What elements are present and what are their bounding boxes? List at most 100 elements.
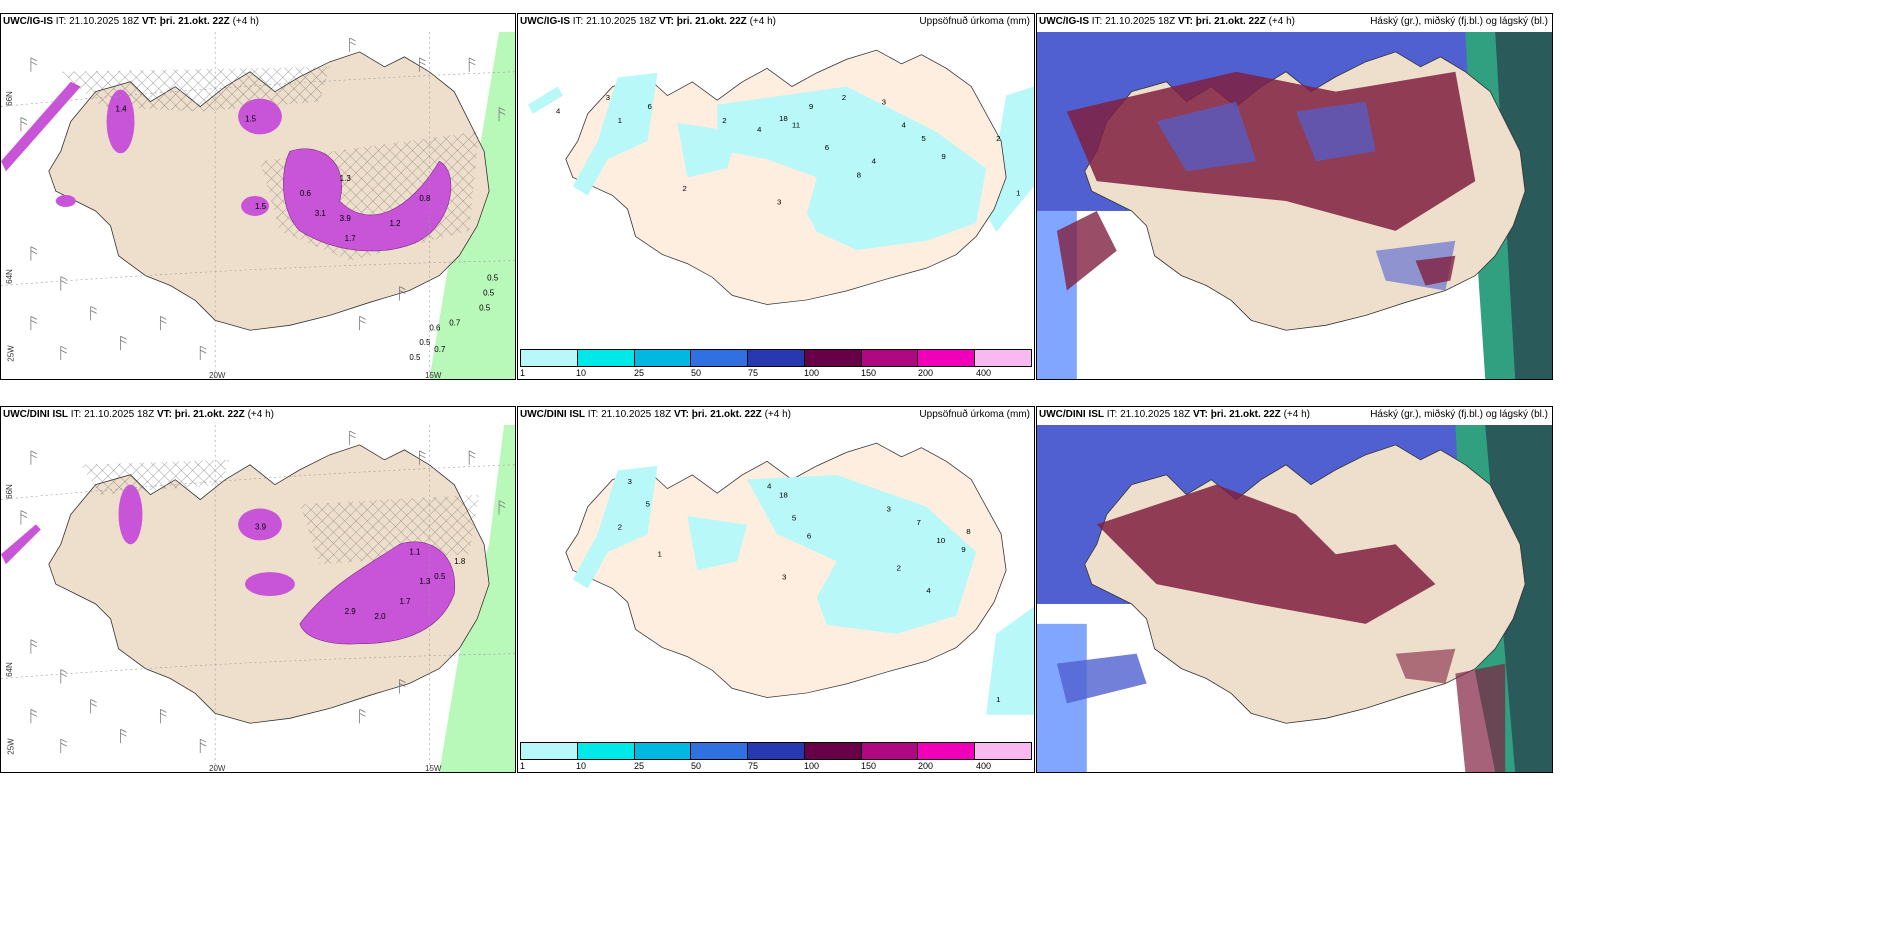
lon-label-20w: 20W <box>209 764 226 773</box>
panel-title: UWC/DINI ISL IT: 21.10.2025 18Z VT: þri.… <box>520 409 791 420</box>
svg-text:4: 4 <box>926 586 931 595</box>
svg-text:5: 5 <box>792 514 796 523</box>
cloud-cover-map <box>1037 32 1552 379</box>
svg-text:2: 2 <box>996 134 1000 143</box>
legend-swatch-100 <box>804 350 862 366</box>
legend-label: 400 <box>976 368 992 378</box>
svg-text:0.5: 0.5 <box>434 572 446 581</box>
svg-text:4: 4 <box>902 121 907 130</box>
svg-text:5: 5 <box>921 134 925 143</box>
svg-text:1.7: 1.7 <box>399 597 411 606</box>
legend-label: 25 <box>634 761 645 771</box>
svg-text:3.9: 3.9 <box>255 522 267 531</box>
legend-label: 200 <box>918 368 934 378</box>
panel-top-right: UWC/IG-IS IT: 21.10.2025 18Z VT: þri. 21… <box>1036 13 1553 380</box>
panel-bottom-middle: UWC/DINI ISL IT: 21.10.2025 18Z VT: þri.… <box>517 406 1035 773</box>
legend-swatch-400 <box>975 350 1032 366</box>
panel-bottom-left: UWC/DINI ISL IT: 21.10.2025 18Z VT: þri.… <box>0 406 516 773</box>
panel-title: UWC/DINI ISL IT: 21.10.2025 18Z VT: þri.… <box>1039 409 1310 420</box>
panel-title: UWC/IG-IS IT: 21.10.2025 18Z VT: þri. 21… <box>1039 16 1295 27</box>
legend-label: 25 <box>634 368 645 378</box>
svg-text:4: 4 <box>556 107 561 116</box>
wind-precip-map: 3.1 3.9 1.7 1.5 0.6 1.3 1.2 0.8 1.4 1.5 … <box>1 32 515 379</box>
panel-parameter: Uppsöfnuð úrkoma (mm) <box>919 16 1030 27</box>
lat-label-66n: 66N <box>4 484 14 499</box>
panel-title: UWC/IG-IS IT: 21.10.2025 18Z VT: þri. 21… <box>3 16 259 27</box>
legend-label: 100 <box>804 368 820 378</box>
legend-swatch-50 <box>691 350 749 366</box>
svg-text:0.6: 0.6 <box>429 323 441 332</box>
svg-text:0.5: 0.5 <box>487 274 499 283</box>
legend-swatch-25 <box>634 350 692 366</box>
svg-text:2: 2 <box>722 116 726 125</box>
legend-label: 400 <box>976 761 992 771</box>
svg-text:11: 11 <box>792 121 800 130</box>
svg-text:2: 2 <box>842 93 846 102</box>
lat-label-64n: 64N <box>4 662 14 677</box>
svg-text:18: 18 <box>779 114 788 123</box>
legend-label: 50 <box>691 368 702 378</box>
svg-text:1.3: 1.3 <box>340 174 352 183</box>
svg-text:0.5: 0.5 <box>483 288 495 297</box>
panel-top-middle: UWC/IG-IS IT: 21.10.2025 18Z VT: þri. 21… <box>517 13 1035 380</box>
legend-colorbar <box>520 349 1032 367</box>
svg-text:3.1: 3.1 <box>315 209 327 218</box>
svg-text:0.6: 0.6 <box>300 189 312 198</box>
legend-label: 10 <box>576 761 587 771</box>
svg-text:1.7: 1.7 <box>345 234 357 243</box>
lon-label-20w: 20W <box>209 371 226 380</box>
svg-text:6: 6 <box>825 143 829 152</box>
svg-text:3: 3 <box>782 573 786 582</box>
svg-text:1: 1 <box>996 695 1000 704</box>
svg-text:3: 3 <box>606 93 610 102</box>
legend-label: 75 <box>748 368 759 378</box>
legend-swatch-75 <box>748 350 805 366</box>
svg-text:1.3: 1.3 <box>419 577 431 586</box>
svg-text:2: 2 <box>897 564 901 573</box>
svg-text:2.9: 2.9 <box>345 607 357 616</box>
lon-label-15w: 15W <box>425 764 442 773</box>
svg-text:6: 6 <box>647 103 651 112</box>
legend-swatch-150 <box>861 350 919 366</box>
svg-text:0.5: 0.5 <box>479 303 491 312</box>
panel-bottom-right: UWC/DINI ISL IT: 21.10.2025 18Z VT: þri.… <box>1036 406 1553 773</box>
legend-label: 100 <box>804 761 820 771</box>
legend-swatch-75 <box>748 743 805 759</box>
legend-label: 1 <box>520 368 526 378</box>
legend-label: 50 <box>691 761 702 771</box>
lon-label-25w: 25W <box>6 738 16 755</box>
legend-swatch-1 <box>521 350 578 366</box>
legend-swatch-25 <box>634 743 692 759</box>
legend-label: 10 <box>576 368 587 378</box>
svg-text:3: 3 <box>777 198 781 207</box>
legend-swatch-200 <box>918 743 976 759</box>
svg-text:5: 5 <box>646 500 650 509</box>
lon-label-25w: 25W <box>6 345 16 362</box>
svg-text:1.8: 1.8 <box>454 557 466 566</box>
wind-precip-map: 3.9 2.9 2.0 1.7 1.3 1.1 0.5 1.8 <box>1 425 515 772</box>
legend-swatch-150 <box>861 743 919 759</box>
legend-label: 150 <box>861 368 877 378</box>
svg-text:0.5: 0.5 <box>409 353 421 362</box>
legend-swatch-10 <box>577 350 635 366</box>
svg-text:1.1: 1.1 <box>409 547 421 556</box>
svg-text:6: 6 <box>807 532 811 541</box>
svg-text:0.5: 0.5 <box>419 338 431 347</box>
svg-text:1.5: 1.5 <box>245 114 257 123</box>
legend-label: 150 <box>861 761 877 771</box>
svg-text:10: 10 <box>936 536 945 545</box>
svg-text:18: 18 <box>779 491 788 500</box>
svg-text:9: 9 <box>961 545 965 554</box>
legend-label: 200 <box>918 761 934 771</box>
legend-swatch-50 <box>691 743 749 759</box>
legend-swatch-100 <box>804 743 862 759</box>
svg-text:8: 8 <box>966 527 970 536</box>
svg-text:1: 1 <box>657 550 661 559</box>
accumulated-precip-map: 4 3 6 1 2 4 18 11 9 2 3 4 5 6 8 9 2 4 3 … <box>518 32 1034 322</box>
panel-title: UWC/DINI ISL IT: 21.10.2025 18Z VT: þri.… <box>3 409 274 420</box>
accumulated-precip-map: 3 5 2 1 4 18 5 6 3 7 10 9 8 2 4 1 3 <box>518 425 1034 715</box>
legend-swatch-1 <box>521 743 578 759</box>
legend-swatch-200 <box>918 350 976 366</box>
panel-top-left: UWC/IG-IS IT: 21.10.2025 18Z VT: þri. 21… <box>0 13 516 380</box>
lat-label-64n: 64N <box>4 269 14 284</box>
